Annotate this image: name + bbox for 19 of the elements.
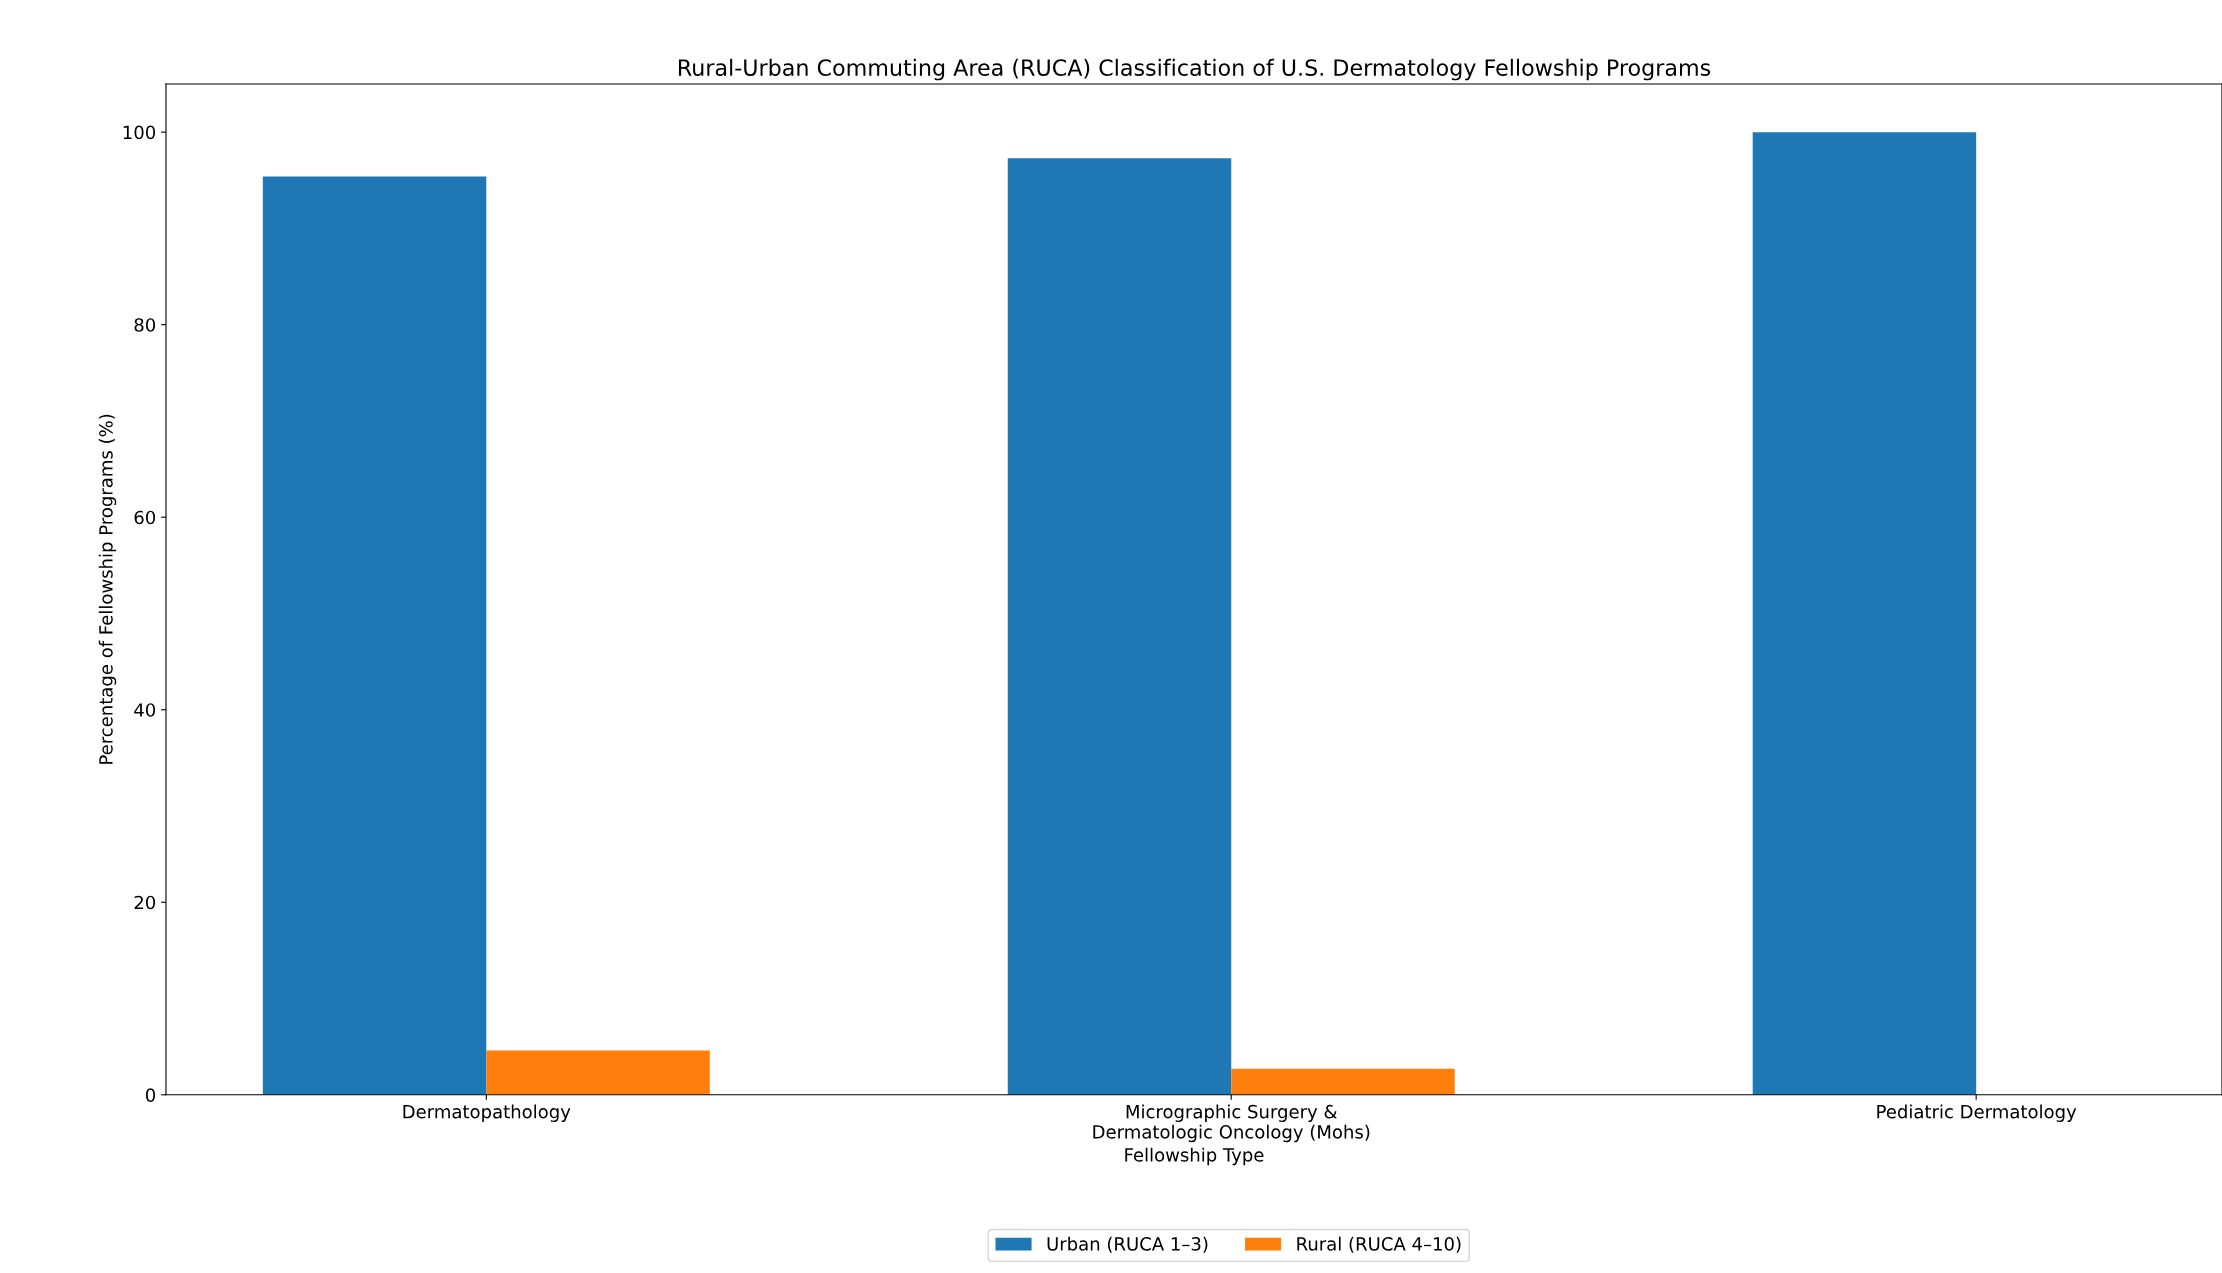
bar	[1231, 1068, 1455, 1095]
legend-label: Rural (RUCA 4–10)	[1297, 1236, 1461, 1253]
x-tick-label: Micrographic Surgery & Dermatologic Oncology (Mohs)	[1093, 1104, 1370, 1143]
y-tick-label: 60	[134, 510, 156, 525]
x-tick-label: Dermatopathology	[403, 1104, 571, 1122]
y-axis-title: Percentage of Fellowship Programs (%)	[98, 414, 117, 764]
y-tick-label: 100	[123, 125, 156, 140]
legend-label: Urban (RUCA 1–3)	[1047, 1236, 1208, 1253]
y-tick-label: 80	[134, 318, 156, 332]
y-tick-label: 0	[145, 1088, 156, 1102]
bar	[486, 1050, 710, 1095]
y-tick-label: 20	[134, 895, 156, 910]
x-axis-title: Fellowship Type	[1125, 1147, 1264, 1166]
bar	[1752, 132, 1977, 1095]
chart-title: Rural-Urban Commuting Area (RUCA) Classification of U.S. Dermatology Fellowship Programs	[678, 58, 1711, 81]
bar	[262, 176, 487, 1095]
bar	[1007, 158, 1232, 1095]
y-tick-label: 40	[134, 703, 156, 717]
x-tick-label: Pediatric Dermatology	[1877, 1104, 2077, 1122]
